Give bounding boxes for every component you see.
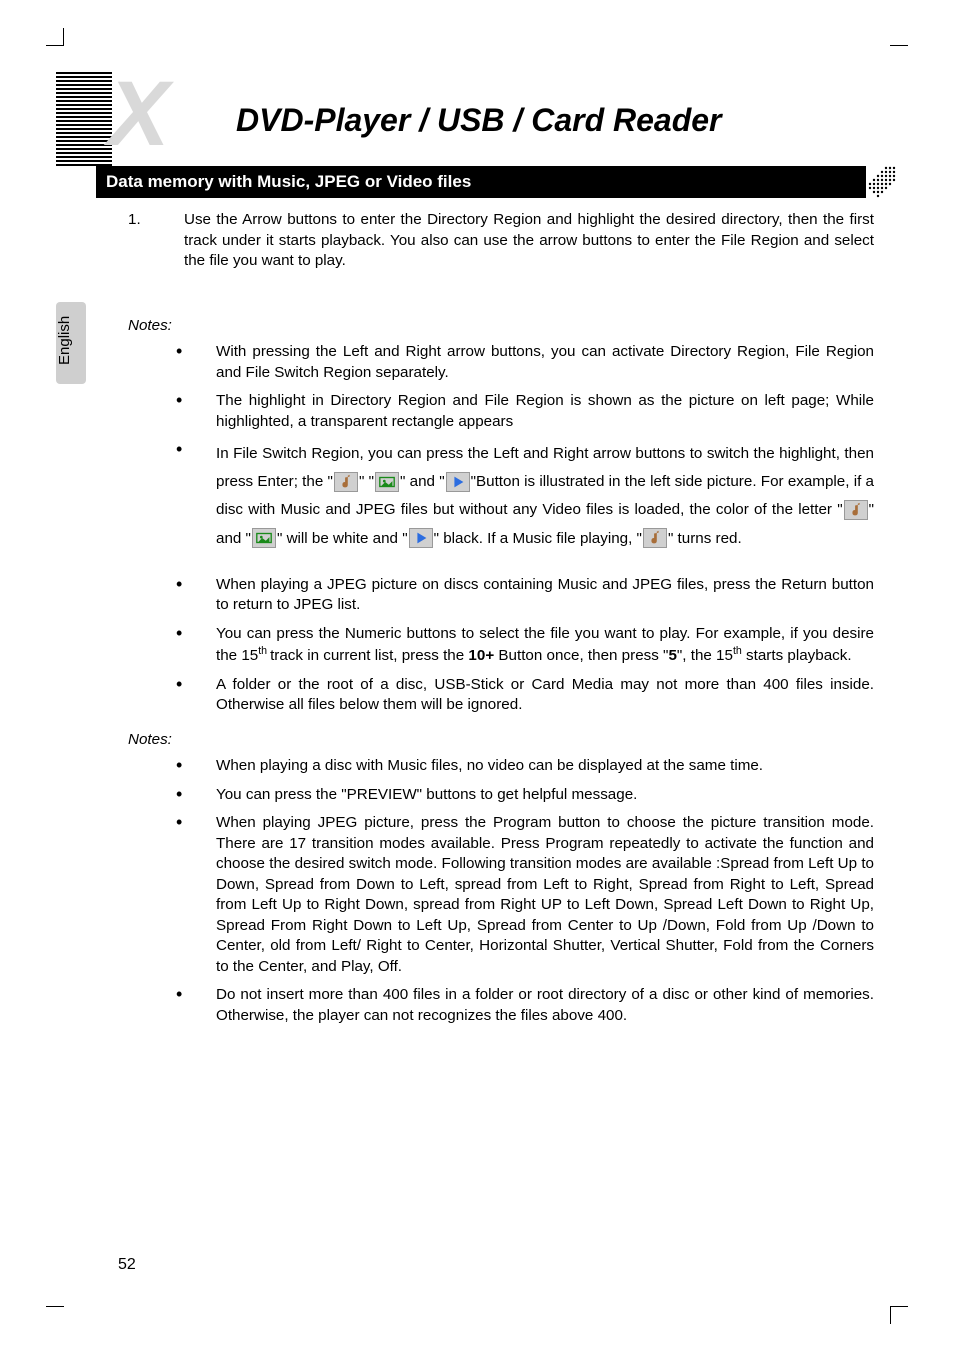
item-number: 1. xyxy=(128,210,184,272)
language-tab: English xyxy=(56,302,86,384)
music-icon xyxy=(334,472,358,492)
music-icon xyxy=(844,500,868,520)
bullet-icon: • xyxy=(176,440,216,553)
section-banner: Data memory with Music, JPEG or Video fi… xyxy=(96,166,866,198)
play-icon xyxy=(409,528,433,548)
page-number: 52 xyxy=(118,1256,136,1274)
bullet-text: When playing a JPEG picture on discs con… xyxy=(216,575,874,616)
crop-mark-br xyxy=(890,1306,908,1324)
bullet-icon: • xyxy=(176,785,216,806)
bullet-text: When playing a disc with Music files, no… xyxy=(216,756,874,777)
bullet-icon: • xyxy=(176,391,216,432)
x-decoration: X xyxy=(108,62,163,167)
bullet-text: The highlight in Directory Region and Fi… xyxy=(216,391,874,432)
bullet-icon: • xyxy=(176,624,216,667)
bullet-text: A folder or the root of a disc, USB-Stic… xyxy=(216,675,874,716)
bullet-icon: • xyxy=(176,342,216,383)
bullet-list-1: •With pressing the Left and Right arrow … xyxy=(176,342,874,553)
notes-heading: Notes: xyxy=(128,316,874,337)
bullet-list-3: •When playing a disc with Music files, n… xyxy=(176,756,874,1026)
page-title: DVD-Player / USB / Card Reader xyxy=(236,102,722,139)
bullet-icon: • xyxy=(176,675,216,716)
play-icon xyxy=(446,472,470,492)
bullet-list-2: •When playing a JPEG picture on discs co… xyxy=(176,575,874,716)
bullet-text: You can press the "PREVIEW" buttons to g… xyxy=(216,785,874,806)
item-text: Use the Arrow buttons to enter the Direc… xyxy=(184,210,874,272)
bullet-text-with-icons: In File Switch Region, you can press the… xyxy=(216,440,874,553)
bullet-text: You can press the Numeric buttons to sel… xyxy=(216,624,874,667)
numbered-item: 1. Use the Arrow buttons to enter the Di… xyxy=(128,210,874,272)
crop-mark-bl xyxy=(46,1306,64,1324)
dots-decoration xyxy=(850,164,900,204)
photo-icon xyxy=(375,472,399,492)
crop-mark-tr xyxy=(890,28,908,46)
notes-heading: Notes: xyxy=(128,730,874,751)
bullet-text: When playing JPEG picture, press the Pro… xyxy=(216,813,874,977)
bullet-icon: • xyxy=(176,575,216,616)
bullet-icon: • xyxy=(176,985,216,1026)
crop-mark-tl xyxy=(46,28,64,46)
bullet-text: With pressing the Left and Right arrow b… xyxy=(216,342,874,383)
content-area: 1. Use the Arrow buttons to enter the Di… xyxy=(128,210,874,1034)
photo-icon xyxy=(252,528,276,548)
music-icon xyxy=(643,528,667,548)
bullet-text: Do not insert more than 400 files in a f… xyxy=(216,985,874,1026)
bullet-icon: • xyxy=(176,756,216,777)
stripe-decoration xyxy=(56,72,112,172)
bullet-icon: • xyxy=(176,813,216,977)
